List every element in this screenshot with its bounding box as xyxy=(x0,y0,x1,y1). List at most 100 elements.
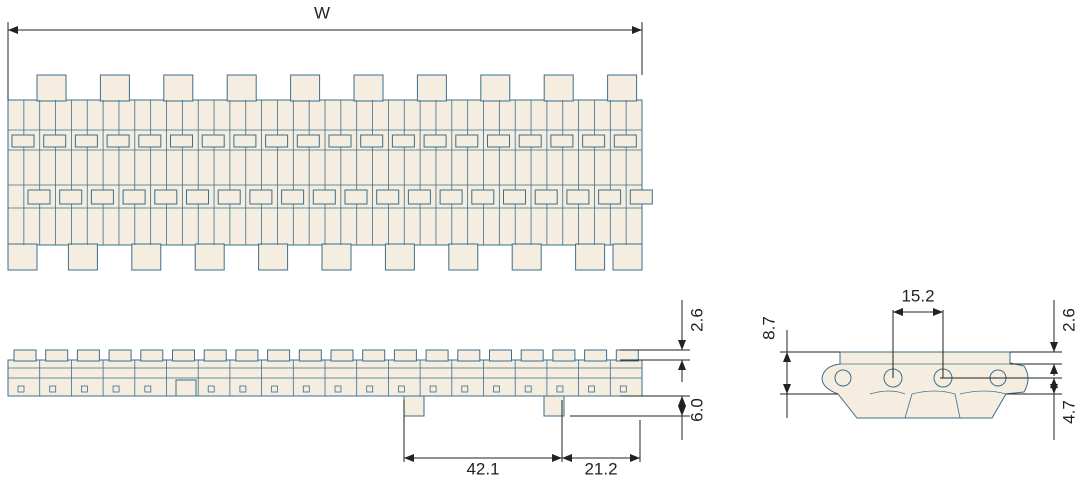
belt-part xyxy=(267,349,291,362)
belt-part xyxy=(461,385,469,393)
belt-part xyxy=(138,134,162,148)
dimension-label: 15.2 xyxy=(901,286,934,305)
belt-part xyxy=(233,134,257,148)
belt-part xyxy=(393,349,417,362)
belt-part xyxy=(489,349,512,362)
belt-part xyxy=(429,385,437,393)
belt-part xyxy=(362,349,386,362)
belt-part xyxy=(330,349,354,362)
belt-part xyxy=(582,134,606,148)
belt-part xyxy=(588,385,595,393)
belt-part xyxy=(613,134,637,148)
belt-part xyxy=(328,134,352,148)
belt-part xyxy=(448,243,479,271)
belt-part xyxy=(457,349,481,362)
belt-part xyxy=(556,385,564,393)
belt-part xyxy=(524,385,532,393)
belt-part xyxy=(203,349,227,362)
belt-part xyxy=(131,243,162,271)
belt-part xyxy=(170,134,193,148)
belt-part xyxy=(59,189,83,205)
belt-part xyxy=(81,385,88,393)
belt-part xyxy=(471,189,495,205)
dimension-label: 2.6 xyxy=(687,308,706,332)
belt-part xyxy=(302,385,310,393)
belt-part xyxy=(13,349,37,362)
belt-part xyxy=(403,395,425,417)
belt-part xyxy=(290,74,321,102)
belt-part xyxy=(49,385,57,393)
belt-part xyxy=(552,349,576,362)
belt-part xyxy=(353,74,384,102)
belt-part xyxy=(112,385,120,393)
belt-part xyxy=(344,189,368,205)
belt-part xyxy=(144,385,152,393)
belt-part xyxy=(281,189,305,205)
belt-part xyxy=(235,349,259,362)
belt-part xyxy=(391,134,415,148)
dimension-label: 4.7 xyxy=(1059,400,1078,424)
belt-part xyxy=(615,349,639,362)
belt-part xyxy=(360,134,384,148)
belt-part xyxy=(99,74,130,102)
belt-part xyxy=(271,385,279,393)
belt-part xyxy=(27,189,51,205)
belt-part xyxy=(607,74,638,102)
belt-part xyxy=(416,74,447,102)
belt-part xyxy=(480,74,511,102)
end-view xyxy=(821,351,1029,419)
width-label: W xyxy=(314,3,330,22)
belt-part xyxy=(43,134,67,148)
belt-part xyxy=(108,349,132,362)
belt-part xyxy=(175,379,197,397)
belt-part xyxy=(534,189,558,205)
belt-part xyxy=(258,243,289,271)
belt-part xyxy=(201,134,225,148)
belt-part xyxy=(217,189,241,205)
belt-part xyxy=(397,385,405,393)
belt-part xyxy=(265,134,289,148)
belt-part xyxy=(584,349,608,362)
dimensions xyxy=(7,22,1062,462)
belt-part xyxy=(612,243,643,271)
belt-part xyxy=(298,349,322,362)
belt-part xyxy=(194,243,225,271)
belt-part xyxy=(226,74,257,102)
belt-part xyxy=(518,134,542,148)
belt-part xyxy=(439,189,463,205)
belt-part xyxy=(619,385,627,393)
belt-part xyxy=(503,189,526,205)
belt-part xyxy=(11,134,35,148)
dimension-label: 2.6 xyxy=(1059,308,1078,332)
belt-part xyxy=(312,189,336,205)
belt-part xyxy=(425,349,449,362)
belt-part xyxy=(550,134,574,148)
dimension-label: 42.1 xyxy=(466,459,499,478)
belt-part xyxy=(334,385,342,393)
belt-part xyxy=(163,74,194,102)
belt-part xyxy=(17,385,25,393)
belt-part xyxy=(90,189,114,205)
belt-part xyxy=(45,349,69,362)
belt-part xyxy=(76,349,100,362)
belt-part xyxy=(376,189,400,205)
belt-part xyxy=(543,74,574,102)
belt-part xyxy=(511,243,542,271)
belt-part xyxy=(154,189,178,205)
belt-part xyxy=(67,243,98,271)
dimension-label: 8.7 xyxy=(759,316,778,340)
belt-part xyxy=(207,385,215,393)
belt-part xyxy=(74,134,98,148)
belt-part xyxy=(566,189,590,205)
belt-part xyxy=(384,243,415,271)
top-view xyxy=(7,74,653,271)
belt-part xyxy=(186,189,209,205)
belt-part xyxy=(366,385,374,393)
belt-part xyxy=(36,74,67,102)
belt-part xyxy=(122,189,146,205)
dimension-label: 6.0 xyxy=(687,398,706,422)
belt-part xyxy=(575,243,606,271)
belt-part xyxy=(172,349,195,362)
belt-part xyxy=(543,395,565,417)
belt-part xyxy=(629,189,653,205)
